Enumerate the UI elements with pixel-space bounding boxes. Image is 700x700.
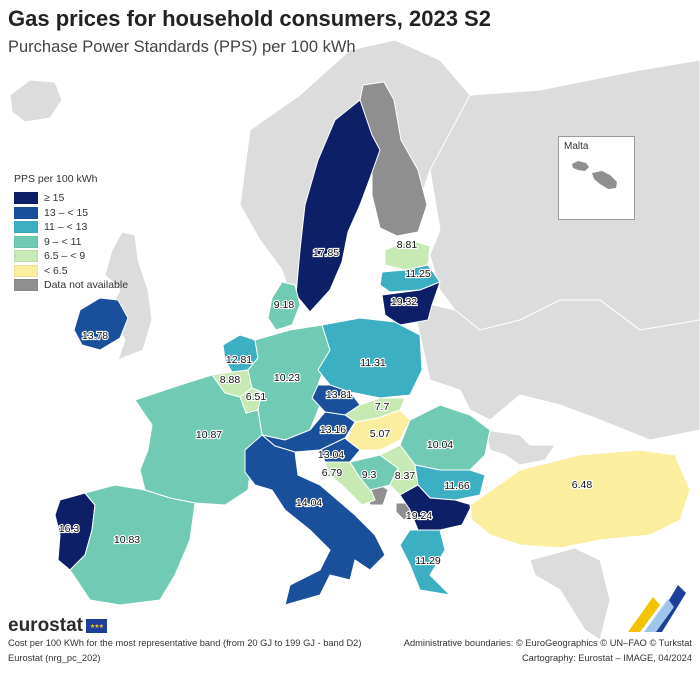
country-region bbox=[69, 484, 196, 606]
legend-swatch bbox=[14, 192, 38, 205]
footnote-boundaries: Administrative boundaries: © EuroGeograp… bbox=[403, 638, 692, 648]
value-label: 19.24 bbox=[406, 510, 432, 522]
legend-swatch bbox=[14, 235, 38, 248]
value-label: 7.7 bbox=[375, 401, 390, 413]
value-label: 10.04 bbox=[427, 439, 453, 451]
country-region bbox=[267, 281, 301, 331]
value-label: 6.51 bbox=[246, 391, 267, 403]
legend-swatch bbox=[14, 221, 38, 234]
country-region bbox=[73, 297, 129, 351]
value-label: 8.88 bbox=[220, 374, 241, 386]
legend-item: 9 – < 11 bbox=[14, 235, 128, 250]
legend-items: ≥ 15 13 – < 15 11 – < 13 9 – < 11 6.5 – < 9 <… bbox=[14, 191, 128, 293]
legend-item: ≥ 15 bbox=[14, 191, 128, 206]
value-label: 5.07 bbox=[370, 428, 391, 440]
legend-title: PPS per 100 kWh bbox=[14, 173, 98, 185]
country-region bbox=[399, 529, 452, 596]
malta-map bbox=[572, 161, 617, 189]
value-label: 19.32 bbox=[391, 296, 417, 308]
country-region bbox=[399, 484, 473, 531]
value-label: 9.3 bbox=[362, 469, 377, 481]
footnote-source: Eurostat (nrg_pc_202) bbox=[8, 653, 101, 663]
value-labels: 17.85 8.81 11.25 19.32 9.18 13.78 12.81 8.88 6.5… bbox=[58, 238, 594, 568]
value-label: 6.48 bbox=[572, 479, 593, 491]
value-label: 12.81 bbox=[226, 354, 252, 366]
legend-label: 11 – < 13 bbox=[44, 221, 88, 234]
legend-label: < 6.5 bbox=[44, 264, 68, 277]
value-label: 10.23 bbox=[274, 372, 300, 384]
map-title: Gas prices for household consumers, 2023… bbox=[8, 6, 491, 31]
eurostat-logo: eurostat ★★★ bbox=[8, 615, 107, 637]
legend-swatch bbox=[14, 279, 38, 292]
legend-item: Data not available bbox=[14, 278, 128, 293]
malta-main-island bbox=[592, 171, 617, 189]
country-shapes bbox=[54, 81, 691, 606]
value-label: 11.66 bbox=[444, 480, 470, 492]
value-label: 13.81 bbox=[326, 389, 352, 401]
value-label: 11.25 bbox=[405, 268, 431, 280]
country-region bbox=[317, 317, 423, 399]
legend-item: 6.5 – < 9 bbox=[14, 249, 128, 264]
value-label: 13.78 bbox=[82, 330, 108, 342]
value-label: 13.16 bbox=[320, 424, 346, 436]
legend-swatch bbox=[14, 206, 38, 219]
legend-swatch bbox=[14, 250, 38, 263]
malta-inset: Malta bbox=[558, 136, 635, 220]
malta-island bbox=[572, 161, 589, 171]
footnote-cartography: Cartography: Eurostat – IMAGE, 04/2024 bbox=[521, 653, 692, 663]
value-label: 13.04 bbox=[318, 449, 344, 461]
chevron-yellow bbox=[628, 597, 660, 632]
value-label: 8.37 bbox=[395, 470, 416, 482]
footnote-band: Cost per 100 KWh for the most representa… bbox=[8, 638, 362, 648]
value-label: 16.3 bbox=[59, 523, 80, 535]
country-region bbox=[381, 281, 441, 326]
value-label: 9.18 bbox=[274, 299, 295, 311]
value-label: 17.85 bbox=[313, 247, 339, 259]
value-label: 11.31 bbox=[360, 357, 386, 369]
eurostat-wordmark: eurostat bbox=[8, 615, 83, 636]
value-label: 10.83 bbox=[114, 534, 140, 546]
value-label: 10.87 bbox=[196, 429, 222, 441]
legend-label: 9 – < 11 bbox=[44, 235, 82, 248]
map-subtitle: Purchase Power Standards (PPS) per 100 k… bbox=[8, 38, 356, 56]
legend-item: 13 – < 15 bbox=[14, 206, 128, 221]
value-label: 11.29 bbox=[415, 555, 441, 567]
country-region bbox=[295, 99, 381, 313]
value-label: 6.79 bbox=[322, 467, 343, 479]
value-label: 8.81 bbox=[397, 239, 418, 251]
legend-label: ≥ 15 bbox=[44, 192, 65, 205]
legend-label: 13 – < 15 bbox=[44, 206, 89, 219]
map-legend: PPS per 100 kWh ≥ 15 13 – < 15 11 – < 13 9 … bbox=[14, 173, 128, 293]
legend-swatch bbox=[14, 264, 38, 277]
eurostat-chevron-logo bbox=[628, 585, 686, 632]
value-label: 14.04 bbox=[296, 497, 322, 509]
chevron-light bbox=[644, 599, 674, 632]
malta-label: Malta bbox=[564, 141, 589, 152]
eu-flag-icon: ★★★ bbox=[85, 619, 107, 633]
country-region bbox=[469, 449, 691, 549]
legend-item: < 6.5 bbox=[14, 264, 128, 279]
country-region bbox=[399, 404, 491, 471]
legend-label: 6.5 – < 9 bbox=[44, 250, 86, 263]
legend-label: Data not available bbox=[44, 279, 129, 292]
country-region bbox=[244, 434, 386, 606]
legend-item: 11 – < 13 bbox=[14, 220, 128, 235]
